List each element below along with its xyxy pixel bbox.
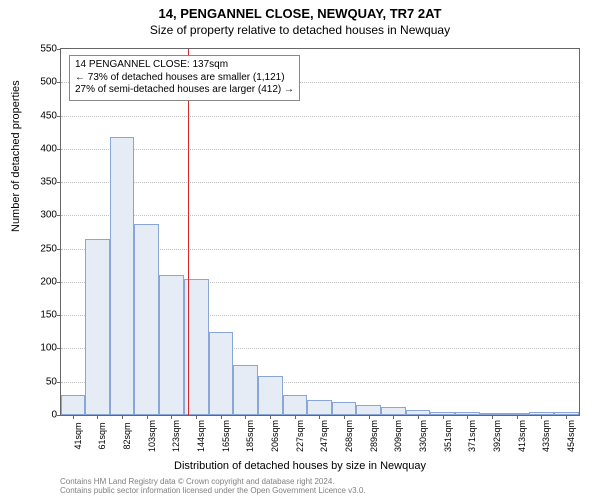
x-tick-mark [492, 415, 493, 419]
x-tick-mark [541, 415, 542, 419]
histogram-bar [258, 376, 283, 415]
y-tick-label: 300 [40, 210, 57, 221]
footer-line-2: Contains public sector information licen… [60, 486, 580, 496]
x-tick-mark [393, 415, 394, 419]
x-tick-label: 454sqm [566, 420, 576, 452]
x-tick-mark [517, 415, 518, 419]
y-tick-label: 50 [46, 376, 57, 387]
y-tick-mark [57, 282, 61, 283]
footer-line-1: Contains HM Land Registry data © Crown c… [60, 477, 580, 487]
y-tick-label: 200 [40, 276, 57, 287]
histogram-bar [61, 395, 85, 415]
y-tick-label: 250 [40, 243, 57, 254]
x-tick-label: 247sqm [319, 420, 329, 452]
y-tick-label: 500 [40, 77, 57, 88]
x-tick-label: 123sqm [171, 420, 181, 452]
y-tick-label: 550 [40, 44, 57, 55]
y-tick-label: 100 [40, 343, 57, 354]
x-tick-label: 309sqm [393, 420, 403, 452]
histogram-bar [233, 365, 258, 415]
y-tick-mark [57, 82, 61, 83]
x-tick-mark [245, 415, 246, 419]
y-tick-mark [57, 382, 61, 383]
x-tick-mark [319, 415, 320, 419]
annotation-line-1: 14 PENGANNEL CLOSE: 137sqm [75, 59, 294, 72]
x-tick-label: 103sqm [147, 420, 157, 452]
x-tick-label: 185sqm [245, 420, 255, 452]
x-tick-mark [443, 415, 444, 419]
histogram-bar [356, 405, 381, 415]
reference-line [188, 49, 189, 415]
x-tick-label: 144sqm [196, 420, 206, 452]
y-tick-mark [57, 249, 61, 250]
histogram-bar [283, 395, 307, 415]
x-tick-label: 82sqm [122, 422, 132, 449]
y-tick-mark [57, 49, 61, 50]
y-tick-mark [57, 315, 61, 316]
x-tick-label: 41sqm [73, 422, 83, 449]
histogram-bar [159, 275, 184, 415]
x-tick-mark [369, 415, 370, 419]
chart-title-main: 14, PENGANNEL CLOSE, NEWQUAY, TR7 2AT [0, 0, 600, 21]
y-tick-mark [57, 415, 61, 416]
x-tick-mark [566, 415, 567, 419]
x-axis-label: Distribution of detached houses by size … [0, 460, 600, 472]
y-tick-mark [57, 182, 61, 183]
x-tick-label: 413sqm [517, 420, 527, 452]
x-tick-label: 165sqm [221, 420, 231, 452]
x-tick-label: 433sqm [541, 420, 551, 452]
y-tick-mark [57, 348, 61, 349]
x-tick-mark [221, 415, 222, 419]
gridline [61, 182, 579, 183]
x-tick-label: 351sqm [443, 420, 453, 452]
x-tick-label: 61sqm [97, 422, 107, 449]
y-tick-label: 400 [40, 143, 57, 154]
y-axis-label: Number of detached properties [10, 80, 22, 232]
x-tick-mark [344, 415, 345, 419]
chart-title-sub: Size of property relative to detached ho… [0, 23, 600, 37]
gridline [61, 149, 579, 150]
gridline [61, 215, 579, 216]
histogram-bar [209, 332, 233, 415]
y-tick-label: 0 [51, 410, 57, 421]
footer-attribution: Contains HM Land Registry data © Crown c… [60, 477, 580, 496]
x-tick-label: 289sqm [369, 420, 379, 452]
histogram-bar [85, 239, 110, 415]
histogram-bar [307, 400, 332, 415]
annotation-line-2: ← 73% of detached houses are smaller (1,… [75, 72, 294, 85]
x-tick-label: 392sqm [492, 420, 502, 452]
histogram-bar [381, 407, 406, 415]
annotation-box: 14 PENGANNEL CLOSE: 137sqm← 73% of detac… [69, 55, 300, 101]
x-tick-mark [295, 415, 296, 419]
histogram-bar [332, 402, 356, 415]
x-tick-mark [418, 415, 419, 419]
x-tick-mark [171, 415, 172, 419]
annotation-line-3: 27% of semi-detached houses are larger (… [75, 84, 294, 97]
histogram-bar [134, 224, 159, 415]
chart-container: 14, PENGANNEL CLOSE, NEWQUAY, TR7 2AT Si… [0, 0, 600, 500]
y-tick-label: 450 [40, 110, 57, 121]
x-tick-mark [147, 415, 148, 419]
y-tick-mark [57, 149, 61, 150]
histogram-bar [110, 137, 134, 415]
x-tick-mark [122, 415, 123, 419]
x-tick-label: 330sqm [418, 420, 428, 452]
y-tick-mark [57, 215, 61, 216]
x-tick-label: 371sqm [467, 420, 477, 452]
plot-area: 05010015020025030035040045050055041sqm61… [60, 48, 580, 416]
x-tick-mark [196, 415, 197, 419]
y-tick-label: 150 [40, 310, 57, 321]
x-tick-label: 268sqm [344, 420, 354, 452]
gridline [61, 116, 579, 117]
x-tick-mark [97, 415, 98, 419]
x-tick-label: 227sqm [295, 420, 305, 452]
y-tick-mark [57, 116, 61, 117]
x-tick-label: 206sqm [270, 420, 280, 452]
x-tick-mark [467, 415, 468, 419]
x-tick-mark [73, 415, 74, 419]
y-tick-label: 350 [40, 177, 57, 188]
x-tick-mark [270, 415, 271, 419]
